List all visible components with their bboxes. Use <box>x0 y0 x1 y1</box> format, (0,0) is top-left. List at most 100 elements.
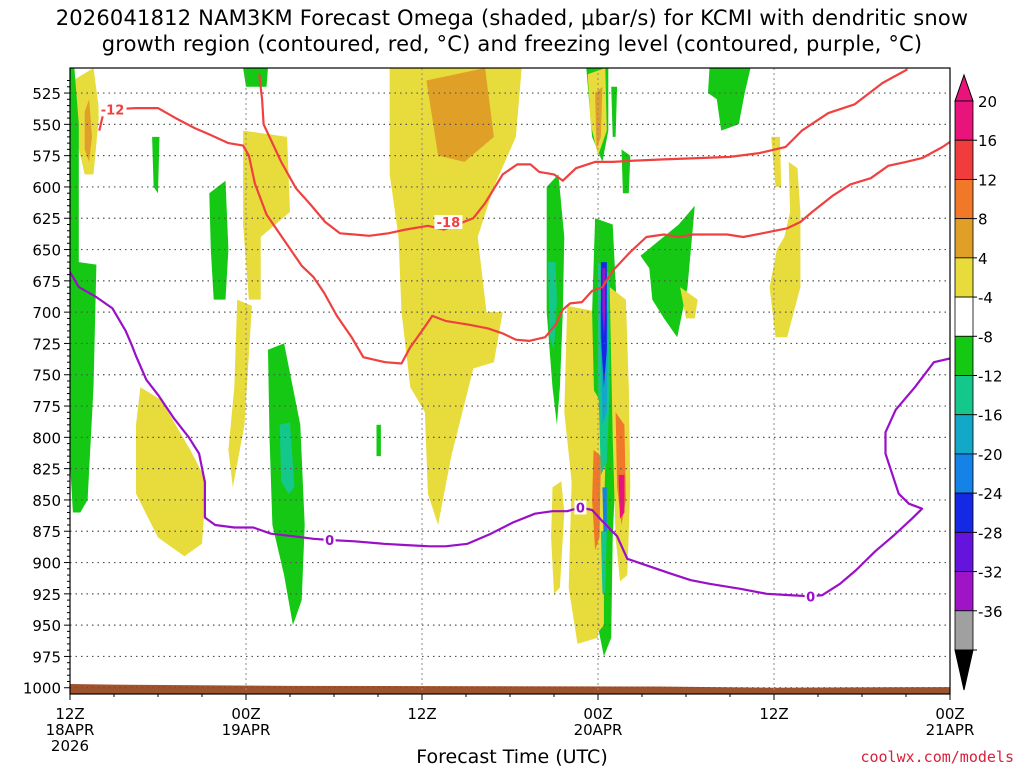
colorbar-bin <box>954 610 974 651</box>
y-tick-label: 550 <box>32 116 61 134</box>
colorbar-top-triangle <box>954 73 974 102</box>
colorbar-label: -16 <box>978 407 1003 425</box>
chart-title-line2: growth region (contoured, red, °C) and f… <box>101 32 923 56</box>
contour-label-bg <box>574 500 587 515</box>
omega-region <box>84 99 92 162</box>
colorbar-bin <box>954 531 974 572</box>
colorbar-label: -24 <box>978 485 1003 503</box>
contour-label: 0 <box>576 501 585 516</box>
omega-region <box>551 481 565 594</box>
colorbar-label: 4 <box>978 250 988 268</box>
y-tick-label: 625 <box>32 210 61 228</box>
omega-region <box>640 205 695 338</box>
surface-terrain <box>70 684 950 694</box>
colorbar-bin <box>954 218 974 259</box>
colorbar-bin <box>954 492 974 533</box>
omega-region <box>152 136 160 194</box>
x-tick-label: 12Z <box>55 705 84 723</box>
contour-label: -12 <box>101 103 125 118</box>
y-tick-label: 650 <box>32 242 61 260</box>
y-tick-label: 700 <box>32 304 61 322</box>
x-tick-label: 12Z <box>407 705 436 723</box>
contour-label-bg <box>98 102 127 117</box>
chart-title-line1: 2026041812 NAM3KM Forecast Omega (shaded… <box>55 6 969 30</box>
freezing-level-contour <box>70 271 950 598</box>
omega-region <box>426 68 494 162</box>
y-tick-label: 825 <box>32 461 61 479</box>
contour-label-bg <box>434 214 463 229</box>
colorbar-bin <box>954 179 974 220</box>
colorbar-label: -28 <box>978 524 1003 542</box>
colorbar-bin <box>954 296 974 337</box>
plot-frame <box>69 67 951 695</box>
omega-region <box>548 262 557 350</box>
omega-shading <box>70 68 801 657</box>
y-tick-label: 850 <box>32 492 61 510</box>
y-tick-label: 1000 <box>23 680 61 698</box>
x-tick-label: 20APR <box>574 721 623 739</box>
x-tick-label: 21APR <box>926 721 975 739</box>
contour-label-bg <box>323 533 336 548</box>
colorbar-bin <box>954 139 974 180</box>
colorbar-label: 20 <box>978 93 997 111</box>
y-tick-label: 900 <box>32 555 61 573</box>
y-tick-label: 800 <box>32 429 61 447</box>
contour-label-bg <box>804 589 817 604</box>
y-tick-label: 525 <box>32 85 61 103</box>
y-tick-label: 575 <box>32 148 61 166</box>
colorbar-label: -36 <box>978 603 1003 621</box>
omega-region <box>680 287 698 319</box>
dgz-contour-line <box>258 68 909 237</box>
y-tick-label: 725 <box>32 335 61 353</box>
colorbar: 20 16 12 8 4 -4 -8 -12 -16 -20 -24 -28 -32 -36 <box>954 73 1003 691</box>
colorbar-label: -20 <box>978 446 1003 464</box>
contour-label: 0 <box>325 534 334 549</box>
x-axis-label: Forecast Time (UTC) <box>416 746 608 768</box>
omega-region <box>771 136 782 187</box>
omega-region <box>243 68 268 87</box>
colorbar-bin <box>954 453 974 494</box>
colorbar-bin <box>954 375 974 416</box>
colorbar-label: 16 <box>978 132 997 150</box>
y-tick-label: 975 <box>32 648 61 666</box>
x-tick-label: 00Z <box>231 705 260 723</box>
colorbar-bin <box>954 335 974 376</box>
colorbar-label: -8 <box>978 328 993 346</box>
y-tick-label: 775 <box>32 398 61 416</box>
omega-region <box>389 68 522 525</box>
source-credit: coolwx.com/models <box>860 748 1014 766</box>
omega-region <box>595 86 603 150</box>
y-tick-label: 950 <box>32 617 61 635</box>
contour-labels: -12 -18 0 0 0 <box>98 102 817 605</box>
contour-label: 0 <box>806 590 815 605</box>
colorbar-bin <box>954 571 974 612</box>
x-tick-label: 12Z <box>759 705 788 723</box>
colorbar-label: -12 <box>978 368 1003 386</box>
colorbar-bin <box>954 100 974 141</box>
dgz-contour-line <box>98 106 950 365</box>
colorbar-bottom-triangle <box>954 649 974 691</box>
y-tick-label: 750 <box>32 367 61 385</box>
omega-region <box>279 422 295 494</box>
colorbar-bin <box>954 257 974 298</box>
colorbar-label: -32 <box>978 564 1003 582</box>
x-tick-label: 00Z <box>583 705 612 723</box>
colorbar-label: 8 <box>978 211 988 229</box>
y-tick-label: 675 <box>32 273 61 291</box>
omega-region <box>592 449 601 550</box>
y-tick-label: 925 <box>32 586 61 604</box>
contour-lines <box>70 68 950 598</box>
surface-fill <box>70 684 950 694</box>
omega-region <box>136 387 207 557</box>
x-tick-label: 19APR <box>222 721 271 739</box>
y-axis-pressure: 525 550 575 600 625 650 675 700 725 750 775 800 825 8… <box>23 80 70 698</box>
omega-region <box>611 86 618 137</box>
y-tick-label: 600 <box>32 179 61 197</box>
colorbar-label: 12 <box>978 171 997 189</box>
omega-region <box>209 180 229 300</box>
omega-region <box>376 424 381 457</box>
omega-region <box>618 474 625 519</box>
dotted-grid <box>69 68 951 694</box>
